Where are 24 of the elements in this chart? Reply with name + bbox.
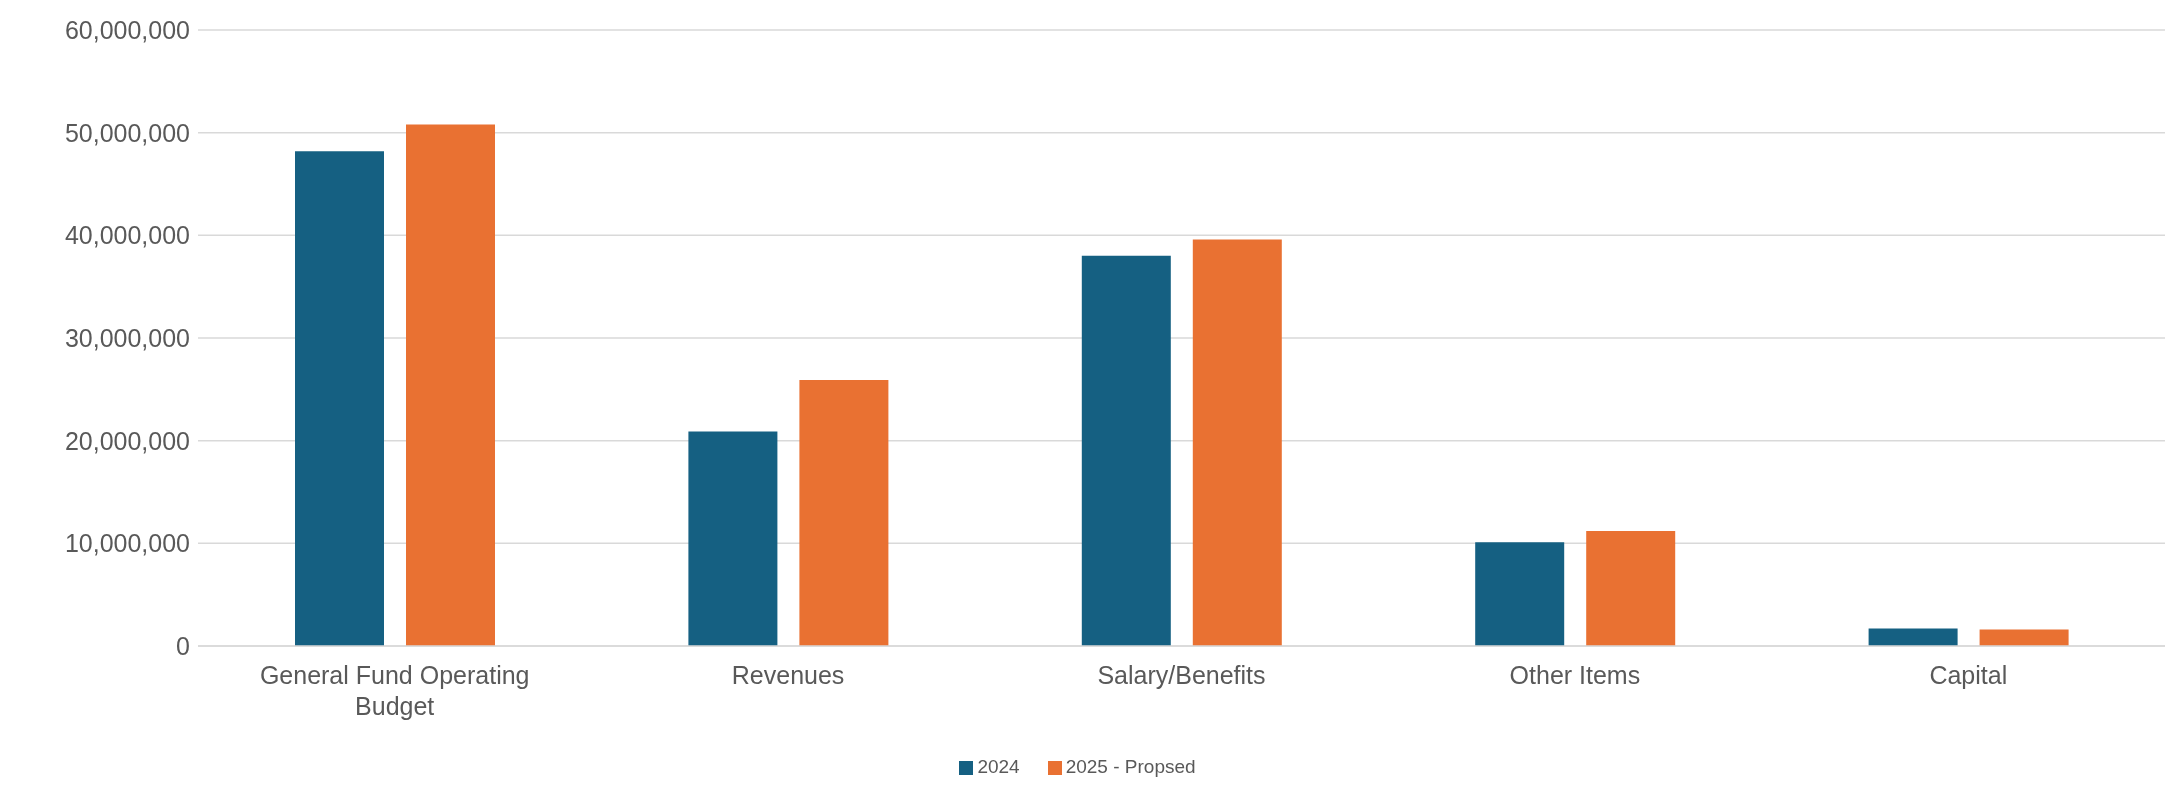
legend-label: 2025 - Propsed <box>1065 756 1196 777</box>
bar <box>688 431 778 646</box>
x-tick-label: Other Items <box>1509 661 1641 689</box>
bar <box>1979 629 2069 646</box>
bar <box>406 124 495 646</box>
bar <box>1081 255 1171 646</box>
bar <box>1586 531 1676 646</box>
bar <box>1475 542 1565 646</box>
x-tick-label: General Fund Operating Budget <box>259 661 530 720</box>
x-tick-label: Revenues <box>731 661 845 689</box>
y-tick-label: 30,000,000 <box>64 323 190 352</box>
bar <box>295 151 384 646</box>
y-tick-label: 40,000,000 <box>64 221 190 250</box>
legend-label: 2024 <box>977 756 1020 777</box>
bar <box>1868 628 1958 646</box>
y-tick-label: 10,000,000 <box>64 529 190 558</box>
bar <box>1192 239 1282 646</box>
y-tick-label: 0 <box>176 631 190 660</box>
bar <box>799 380 889 646</box>
x-tick-label: Capital <box>1929 661 2008 689</box>
y-tick-label: 60,000,000 <box>64 15 190 44</box>
y-tick-label: 20,000,000 <box>64 426 190 455</box>
y-tick-label: 50,000,000 <box>64 118 190 147</box>
x-tick-label: Salary/Benefits <box>1097 661 1266 689</box>
